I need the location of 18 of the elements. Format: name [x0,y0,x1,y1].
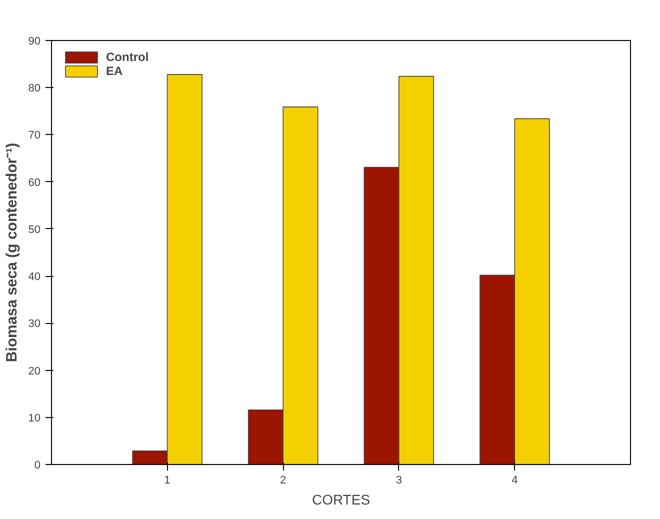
x-tick-label: 2 [280,474,286,486]
y-tick-label: 20 [28,365,41,378]
legend-label: Control [106,50,149,64]
y-tick-label: 80 [28,82,41,95]
x-tick-label: 1 [164,474,170,486]
y-tick-label: 40 [28,271,41,284]
y-tick-label: 90 [28,36,41,48]
y-tick-label: 0 [34,460,41,472]
x-tick-label: 4 [512,474,518,486]
y-tick-label: 60 [28,176,41,189]
legend-label: EA [106,64,124,78]
y-tick-label: 10 [28,412,41,424]
y-tick-label: 30 [28,318,41,330]
x-axis-title: CORTES [312,492,370,508]
y-tick-label: 50 [28,224,41,236]
x-tick-label: 3 [396,474,402,486]
y-tick-label: 70 [28,130,41,142]
y-axis-title: Biomasa seca (g contenedor⁻¹) [3,142,20,362]
